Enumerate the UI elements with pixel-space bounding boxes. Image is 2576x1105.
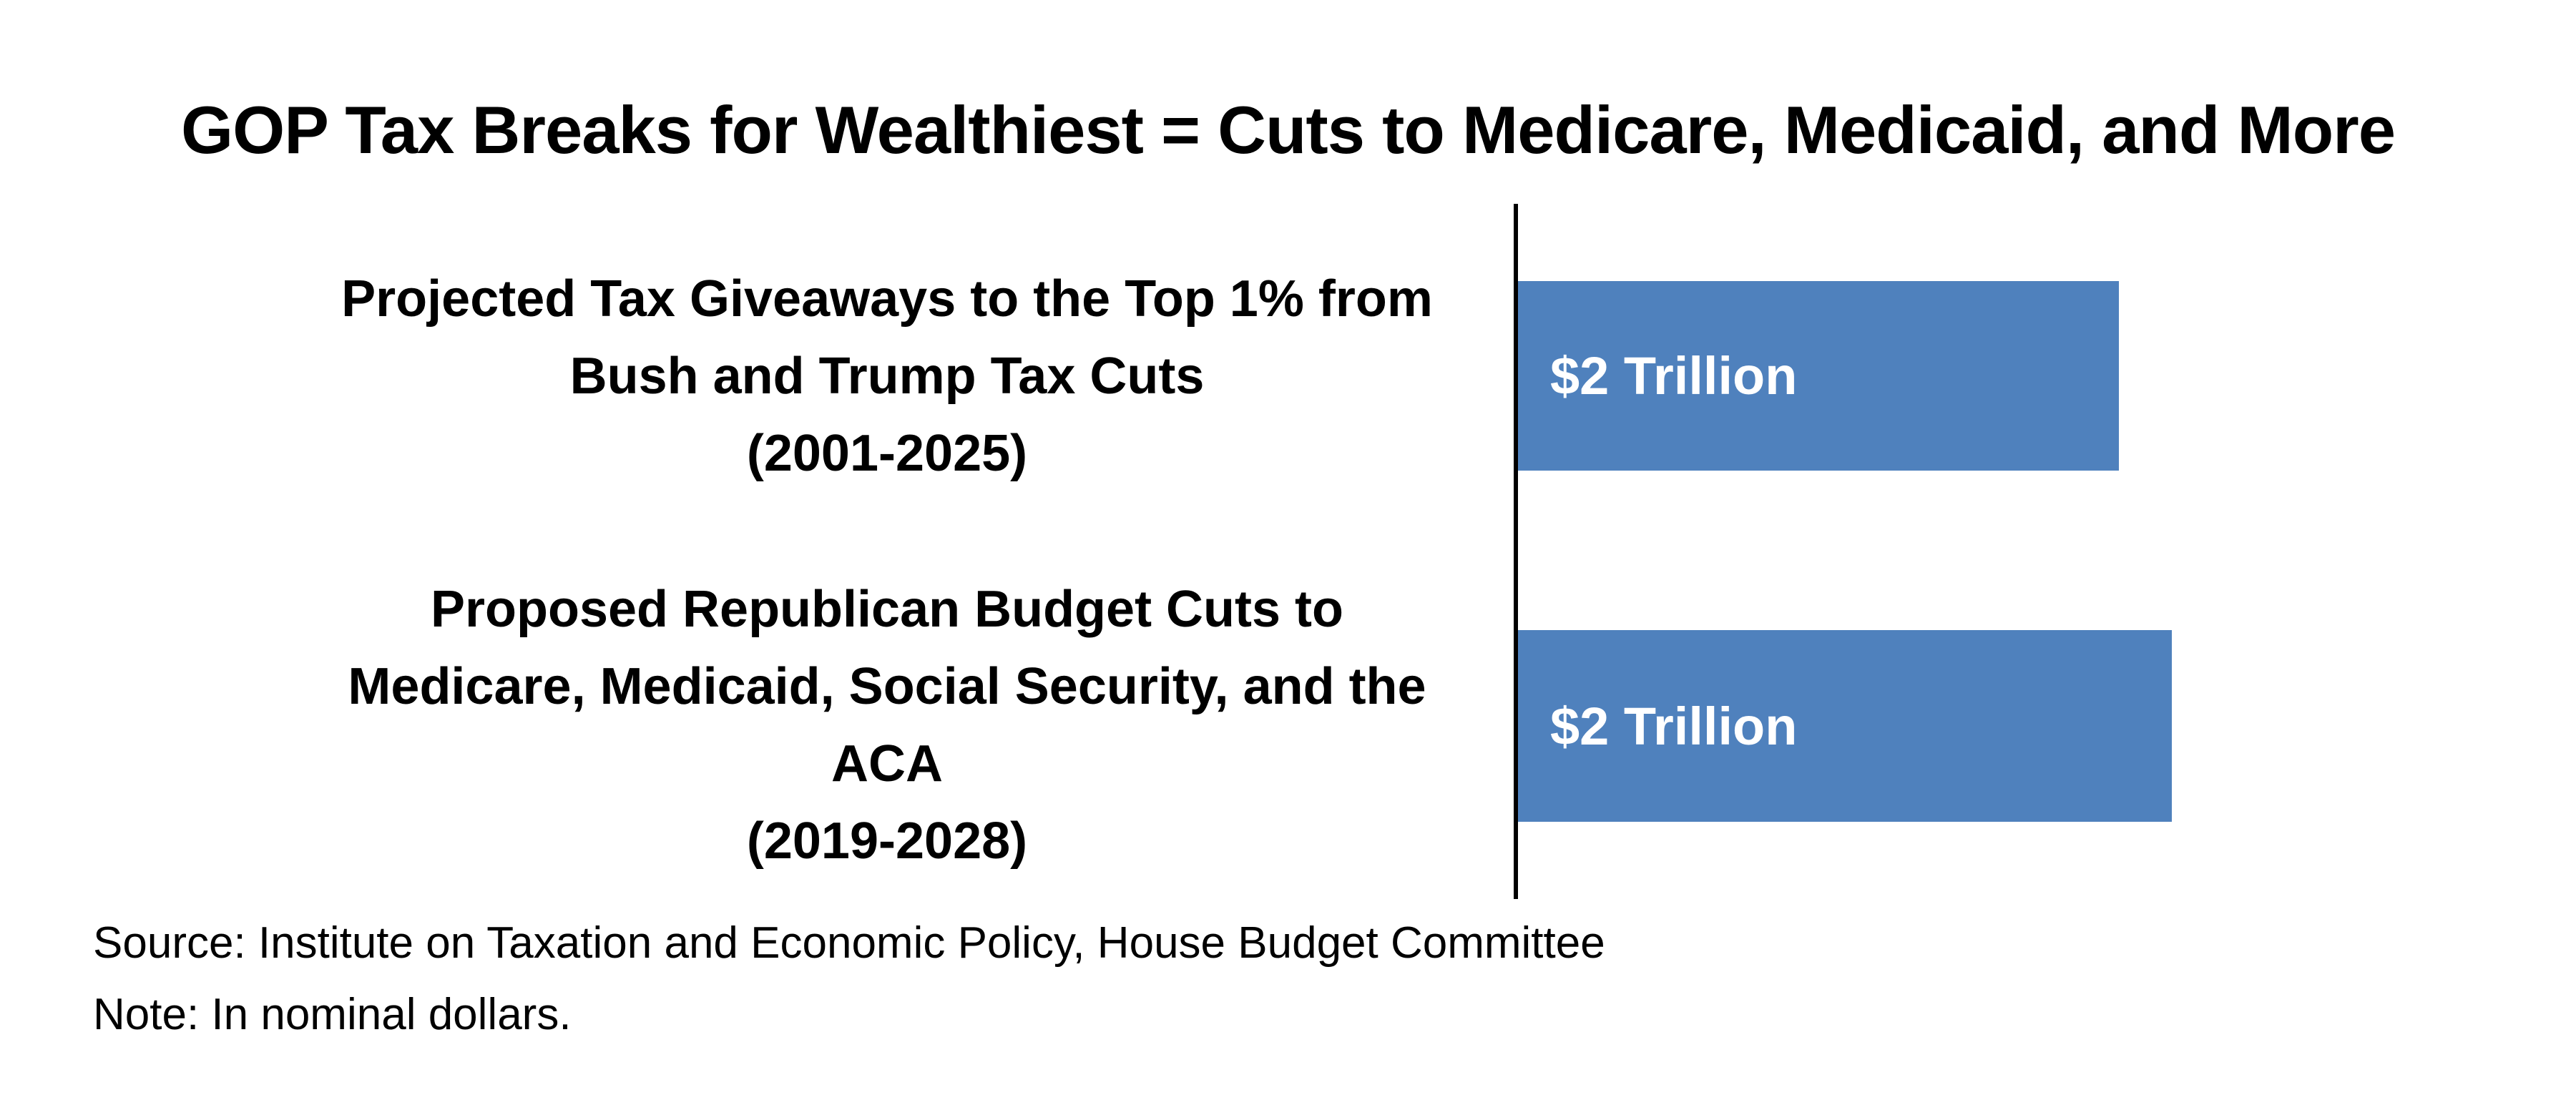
bar-value-label-tax-giveaways: $2 Trillion xyxy=(1550,346,1798,406)
category-label-budget-cuts: Proposed Republican Budget Cuts to Medic… xyxy=(348,581,1426,870)
plot-area: $2 Trillion $2 Trillion xyxy=(1518,0,2576,1105)
bar-budget-cuts: $2 Trillion xyxy=(1518,630,2173,822)
bar-value-label-budget-cuts: $2 Trillion xyxy=(1550,696,1798,756)
y-axis-line xyxy=(1514,204,1518,899)
note-text: Note: In nominal dollars. xyxy=(93,990,572,1039)
category-label-tax-giveaways: Projected Tax Giveaways to the Top 1% fr… xyxy=(341,270,1433,482)
source-text: Source: Institute on Taxation and Econom… xyxy=(93,918,1605,968)
bar-tax-giveaways: $2 Trillion xyxy=(1518,281,2120,471)
chart-title: GOP Tax Breaks for Wealthiest = Cuts to … xyxy=(181,92,2396,167)
